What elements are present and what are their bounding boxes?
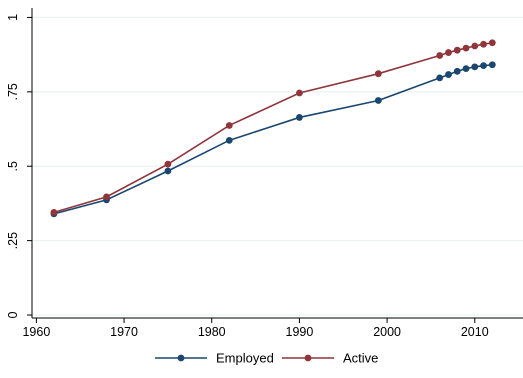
data-point-active	[436, 52, 444, 59]
data-point-employed	[445, 71, 452, 78]
data-point-employed	[374, 97, 382, 104]
y-tick-label: 1	[6, 14, 20, 21]
series-line-employed	[53, 63, 493, 215]
data-point-active	[164, 160, 172, 168]
data-point-active	[445, 49, 452, 56]
data-point-employed	[480, 62, 487, 70]
data-point-active	[471, 42, 479, 50]
legend-label-employed: Employed	[216, 351, 274, 366]
y-tick-label: 0	[6, 312, 20, 319]
data-point-active	[50, 208, 58, 216]
data-point-active	[462, 44, 470, 52]
data-point-employed	[488, 61, 496, 69]
data-point-active	[225, 122, 233, 129]
data-point-active	[296, 89, 303, 97]
legend-label-active: Active	[343, 351, 378, 366]
data-point-employed	[471, 63, 479, 71]
data-point-active	[488, 39, 496, 47]
data-point-active	[480, 40, 487, 48]
data-point-employed	[462, 65, 470, 73]
x-tick-label: 2000	[373, 325, 401, 339]
x-tick-label: 1970	[110, 325, 138, 339]
data-point-employed	[436, 74, 444, 82]
x-tick-label: 1990	[286, 325, 314, 339]
y-tick-label: .5	[6, 161, 20, 171]
data-point-active	[453, 46, 461, 54]
x-tick-label: 1980	[198, 325, 226, 339]
legend-marker-active	[304, 354, 312, 362]
data-point-employed	[453, 67, 461, 75]
legend-marker-employed	[177, 354, 185, 362]
data-point-active	[374, 70, 382, 78]
data-point-active	[103, 193, 110, 201]
series-line-active	[53, 41, 493, 214]
y-tick-label: .75	[6, 83, 20, 100]
data-point-employed	[225, 136, 233, 144]
x-tick-label: 1960	[22, 325, 50, 339]
y-tick-label: .25	[6, 232, 20, 249]
data-point-employed	[296, 114, 303, 121]
data-point-employed	[164, 167, 172, 175]
x-tick-label: 2010	[461, 325, 489, 339]
